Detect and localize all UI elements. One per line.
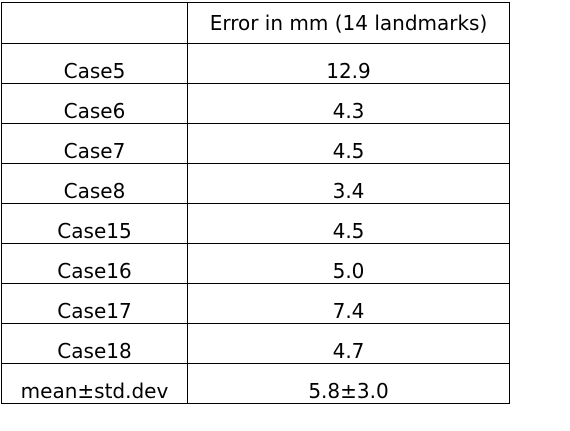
summary-row: mean±std.dev 5.8±3.0 bbox=[1, 363, 510, 404]
table-row: Case5 12.9 bbox=[1, 43, 510, 84]
case-cell: Case15 bbox=[1, 203, 188, 244]
table-row: Case16 5.0 bbox=[1, 243, 510, 284]
case-cell: Case7 bbox=[1, 123, 188, 164]
case-cell: Case17 bbox=[1, 283, 188, 324]
table-row: Case6 4.3 bbox=[1, 83, 510, 124]
error-cell: 4.7 bbox=[187, 323, 510, 364]
error-cell: 4.5 bbox=[187, 123, 510, 164]
table-row: Case7 4.5 bbox=[1, 123, 510, 164]
error-cell: 4.3 bbox=[187, 83, 510, 124]
case-cell: Case16 bbox=[1, 243, 188, 284]
error-cell: 5.0 bbox=[187, 243, 510, 284]
case-cell: Case8 bbox=[1, 163, 188, 204]
summary-value-cell: 5.8±3.0 bbox=[187, 363, 510, 404]
error-cell: 7.4 bbox=[187, 283, 510, 324]
error-cell: 3.4 bbox=[187, 163, 510, 204]
summary-label-cell: mean±std.dev bbox=[1, 363, 188, 404]
case-cell: Case18 bbox=[1, 323, 188, 364]
header-empty-cell bbox=[1, 2, 188, 44]
table-row: Case8 3.4 bbox=[1, 163, 510, 204]
error-table: Error in mm (14 landmarks) Case5 12.9 Ca… bbox=[1, 2, 510, 404]
header-error-cell: Error in mm (14 landmarks) bbox=[187, 2, 510, 44]
table-row: Case15 4.5 bbox=[1, 203, 510, 244]
header-row: Error in mm (14 landmarks) bbox=[1, 2, 510, 44]
error-cell: 12.9 bbox=[187, 43, 510, 84]
table-row: Case18 4.7 bbox=[1, 323, 510, 364]
case-cell: Case6 bbox=[1, 83, 188, 124]
table-row: Case17 7.4 bbox=[1, 283, 510, 324]
error-cell: 4.5 bbox=[187, 203, 510, 244]
case-cell: Case5 bbox=[1, 43, 188, 84]
